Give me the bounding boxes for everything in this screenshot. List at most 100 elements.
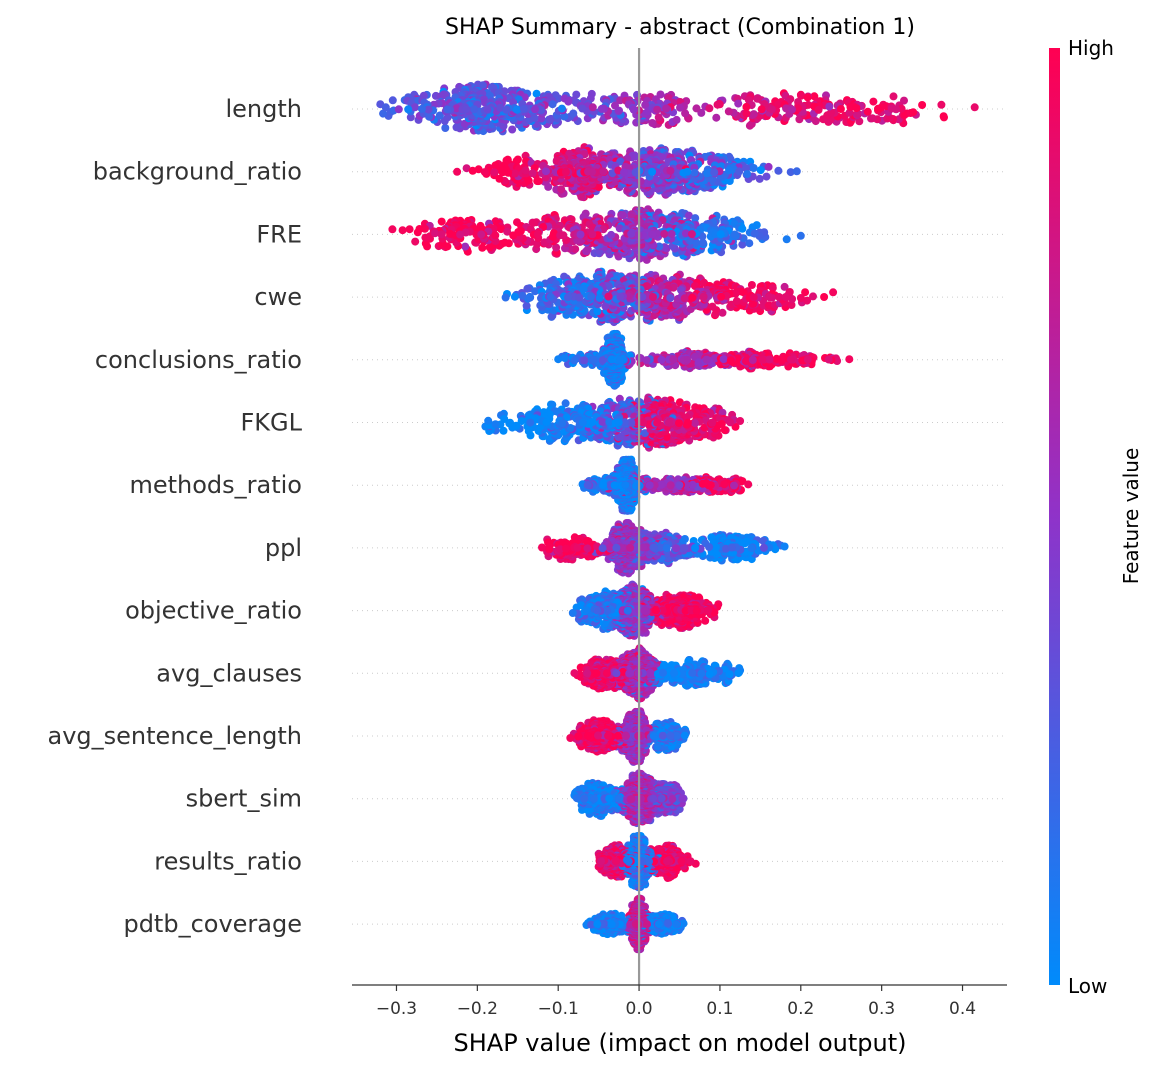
shap-point [588,230,597,239]
shap-point [726,356,735,365]
shap-point [708,418,717,427]
shap-point [398,226,407,235]
shap-point [648,119,657,127]
shap-point [683,355,692,364]
shap-point [437,230,446,239]
shap-point [666,481,675,490]
shap-point [939,112,948,121]
shap-point [501,293,510,302]
shap-point [781,293,790,301]
shap-point [846,103,855,111]
shap-point [491,420,500,429]
shap-point [796,231,805,240]
shap-point [388,225,397,234]
shap-point [599,481,608,490]
row-gridlines [352,108,1007,925]
shap-point [654,113,663,122]
shap-point [443,105,452,114]
shap-point [852,104,861,113]
shap-point [829,288,838,297]
shap-point [490,168,499,177]
shap-point [690,168,699,177]
shap-point [621,481,630,489]
shap-point [845,355,854,364]
shap-point [918,101,927,109]
shap-point [717,420,726,428]
shap-point [620,168,628,177]
shap-point [720,480,729,489]
shap-point [683,167,692,176]
shap-point [692,104,701,113]
shap-point [874,104,882,113]
shap-point [749,164,758,172]
shap-point [616,292,625,301]
shap-point [772,354,781,363]
shap-point [814,105,823,114]
shap-point [653,418,662,427]
shap-point [662,104,671,113]
shap-point [639,418,648,427]
shap-point [667,230,676,238]
shap-point [672,115,681,124]
shap-point [517,417,526,426]
shap-point [417,104,426,113]
shap-point [758,355,767,364]
shap-point [526,418,535,427]
shap-point [404,105,413,114]
shap-point [546,114,555,123]
shap-point [379,109,388,118]
shap-point [749,110,758,119]
shap-point [755,174,764,183]
shap-point [735,167,744,176]
shap-point [716,230,725,239]
shap-point [645,481,654,490]
shap-point [742,109,751,118]
shap-point [889,92,898,101]
shap-point [542,418,551,427]
shap-point [453,167,462,176]
shap-point [868,114,877,123]
shap-point [909,108,918,117]
shap-point [855,117,864,126]
shap-point [413,228,422,237]
shap-point [548,100,557,109]
shap-point [597,104,606,113]
shap-point [676,103,684,112]
shap-point [564,97,573,106]
shap-point [558,419,567,428]
shap-point [441,124,450,132]
shap-point [869,97,878,106]
shap-point [557,104,566,113]
shap-point [794,104,803,113]
shap-point [533,230,542,239]
shap-point [820,293,829,301]
shap-point [561,168,570,176]
shap-point [508,125,517,134]
shap-point [546,292,555,301]
shap-point [757,105,766,114]
shap-point [706,481,715,490]
shap-point [863,107,872,116]
shap-point [616,96,625,105]
shap-point [809,292,817,301]
shap-point [511,169,520,178]
shap-point [688,293,697,302]
shap-point [669,355,678,364]
shap-point [687,230,696,239]
shap-point [730,230,739,239]
shap-point [641,101,650,109]
shap-point [580,356,589,365]
shap-point [786,355,795,364]
shap-point [525,292,534,301]
shap-point [683,418,692,427]
shap-point [675,419,683,428]
shap-point [836,105,845,113]
shap-point [484,416,493,425]
shap-point [578,418,587,427]
shap-point [480,168,489,177]
shap-point [588,103,597,112]
shap-point [405,225,414,234]
shap-point [559,231,568,240]
shap-point [560,112,569,121]
